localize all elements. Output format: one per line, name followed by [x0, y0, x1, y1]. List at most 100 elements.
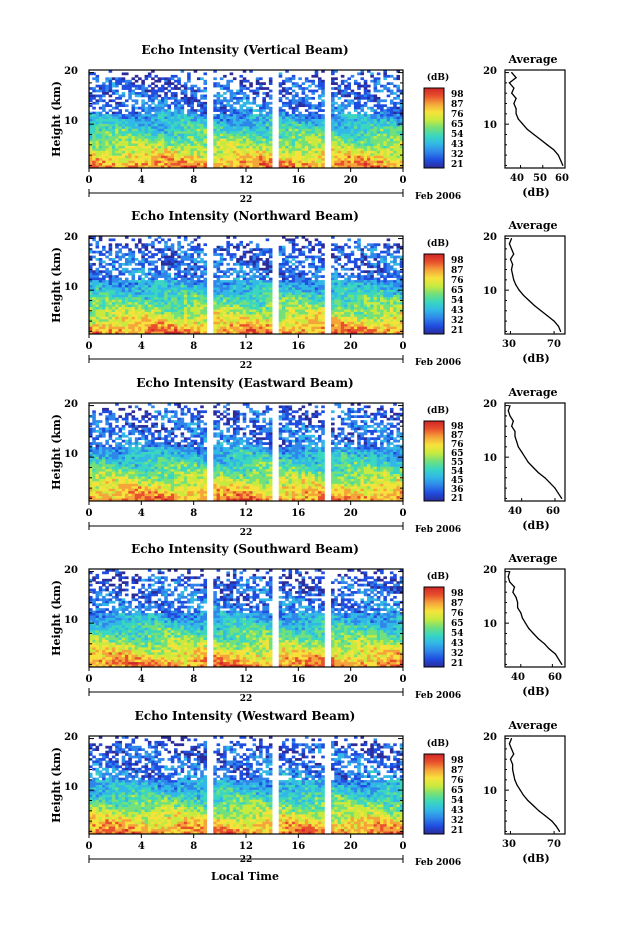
heatmap-cell [259, 123, 263, 127]
heatmap-cell [304, 307, 309, 310]
heatmap-cell [262, 133, 266, 137]
heatmap-cell [373, 131, 378, 134]
heatmap-cell [344, 136, 348, 139]
heatmap-cell [232, 153, 237, 157]
heatmap-cell [170, 277, 175, 281]
heatmap-cell [102, 123, 106, 127]
heatmap-cell [177, 243, 181, 247]
heatmap-cell [141, 87, 145, 90]
heatmap-cell [259, 121, 263, 125]
heatmap-cell [177, 294, 181, 298]
heatmap-cell [144, 275, 149, 278]
heatmap-cell [141, 79, 145, 83]
heatmap-cell [147, 133, 152, 137]
heatmap-cell [141, 145, 145, 149]
heatmap-cell [311, 262, 315, 266]
heatmap-cell [331, 70, 335, 73]
heatmap-cell [223, 270, 227, 274]
heatmap-cell [268, 143, 273, 147]
heatmap-cell [288, 155, 293, 159]
heatmap-cell [92, 294, 96, 298]
heatmap-cell [170, 74, 175, 78]
heatmap-cell [141, 280, 145, 283]
heatmap-cell [367, 106, 371, 110]
heatmap-cell [242, 253, 247, 256]
heatmap-cell [115, 253, 119, 256]
heatmap-cell [111, 141, 116, 144]
heatmap-cell [134, 111, 139, 115]
heatmap-cell [174, 119, 178, 122]
heatmap-cell [98, 119, 103, 122]
heatmap-cell [295, 307, 299, 310]
heatmap-cell [291, 106, 296, 110]
x-tick-label: 4 [138, 175, 145, 186]
heatmap-cell [183, 250, 188, 254]
heatmap-cell [252, 114, 257, 117]
heatmap-cell [285, 275, 289, 278]
heatmap-cell [128, 89, 132, 93]
heatmap-cell [363, 145, 368, 149]
heatmap-cell [337, 87, 342, 90]
heatmap-cell [118, 133, 123, 137]
heatmap-cell [331, 292, 335, 296]
heatmap-cell [219, 262, 224, 266]
heatmap-cell [141, 270, 145, 274]
heatmap-cell [350, 145, 355, 149]
heatmap-cell [376, 277, 381, 281]
heatmap-cell [102, 104, 106, 108]
heatmap-cell [259, 116, 263, 120]
heatmap-cell [138, 277, 142, 281]
heatmap-cell [334, 297, 338, 300]
heatmap-cell [396, 116, 401, 120]
heatmap-cell [219, 255, 224, 259]
heatmap-cell [278, 160, 283, 164]
heatmap-cell [311, 258, 315, 261]
heatmap-cell [151, 267, 155, 271]
heatmap-cell [298, 101, 302, 105]
heatmap-cell [239, 287, 244, 291]
heatmap-cell [331, 109, 335, 112]
heatmap-cell [98, 155, 103, 159]
heatmap-cell [373, 87, 378, 90]
heatmap-cell [134, 302, 139, 305]
heatmap-cells [89, 236, 404, 335]
heatmap-cell [386, 292, 391, 296]
heatmap-cell [118, 153, 123, 157]
heatmap-cell [249, 307, 253, 310]
heatmap-cell [236, 302, 240, 305]
heatmap-cell [314, 136, 319, 139]
heatmap-cell [92, 158, 96, 161]
heatmap-cell [285, 70, 289, 73]
heatmap-cell [219, 299, 224, 303]
heatmap-cell [239, 74, 244, 78]
heatmap-cell [301, 138, 306, 142]
heatmap-cell [308, 277, 312, 281]
profile-point [511, 72, 513, 74]
heatmap-cell [360, 114, 365, 117]
heatmap-cell [219, 116, 224, 120]
heatmap-cell [304, 123, 309, 127]
heatmap-cell [141, 123, 145, 127]
heatmap-cell [288, 265, 293, 269]
heatmap-cell [301, 82, 306, 85]
heatmap-cell [187, 96, 191, 100]
heatmap-cell [131, 82, 136, 85]
heatmap-cell [183, 145, 188, 149]
heatmap-cell [131, 267, 136, 271]
heatmap-cell [399, 133, 404, 137]
heatmap-cell [317, 126, 322, 130]
heatmap-cell [229, 292, 234, 296]
heatmap-cell [190, 94, 194, 98]
heatmap-cell [268, 106, 273, 110]
heatmap-cell [331, 280, 335, 283]
heatmap-cell [311, 282, 315, 286]
heatmap-cell [298, 155, 302, 159]
heatmap-cell [239, 158, 244, 161]
heatmap-cell [226, 79, 230, 83]
heatmap-cell [144, 77, 149, 81]
heatmap-cell [383, 297, 387, 300]
heatmap-cell [216, 260, 221, 264]
heatmap-cell [219, 128, 224, 132]
heatmap-cell [380, 250, 384, 254]
heatmap-cell [321, 258, 325, 261]
